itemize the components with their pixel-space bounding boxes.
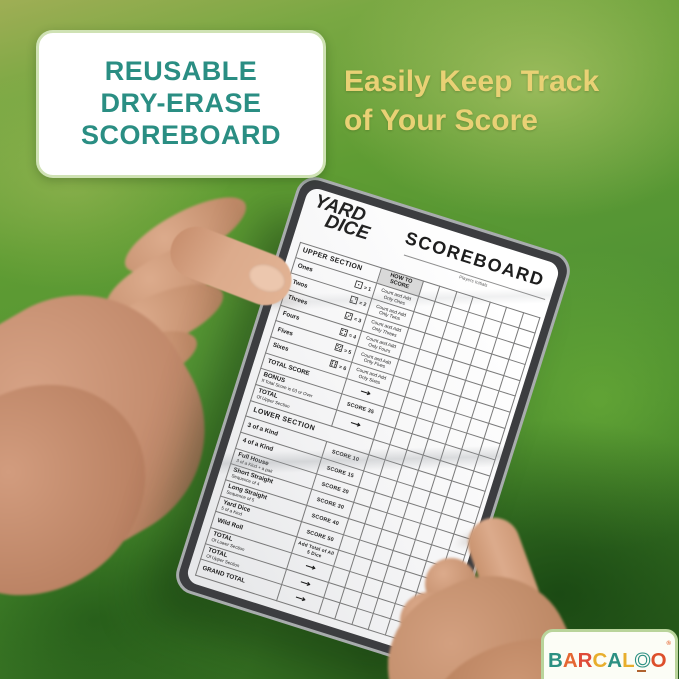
- brand-letter: R: [577, 648, 593, 672]
- headline-badge: REUSABLE DRY-ERASE SCOREBOARD: [36, 30, 326, 178]
- logo-underline-dash: [636, 669, 646, 673]
- tagline: Easily Keep Track of Your Score: [344, 62, 599, 140]
- headline-line-3: SCOREBOARD: [80, 119, 281, 150]
- tagline-line-1: Easily Keep Track: [344, 65, 600, 98]
- brand-letter: A: [607, 648, 623, 672]
- tagline-line-2: of Your Score: [344, 104, 538, 137]
- registered-trademark: ®: [666, 641, 671, 647]
- brand-letter: L: [622, 648, 635, 672]
- brand-letter: A: [562, 648, 578, 672]
- brand-letter: O: [634, 648, 651, 673]
- brand-letter: O: [650, 648, 667, 672]
- headline-line-1: REUSABLE: [104, 56, 258, 87]
- brand-letter: B: [548, 648, 563, 672]
- headline-line-2: DRY-ERASE: [100, 88, 262, 119]
- brand-letter: C: [592, 648, 608, 672]
